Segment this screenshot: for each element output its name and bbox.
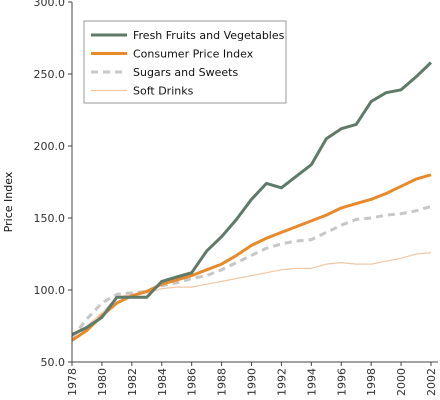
x-tick-label: 2002: [425, 368, 438, 396]
y-tick-label: 50.0: [41, 356, 66, 369]
legend-label: Consumer Price Index: [133, 48, 254, 61]
axes-layer: [71, 2, 438, 363]
series-line-4: [71, 252, 432, 338]
x-tick-label: 1990: [246, 368, 259, 396]
x-tick-label: 1986: [186, 368, 199, 396]
legend-label: Fresh Fruits and Vegetables: [133, 29, 285, 42]
x-tick-label: 1980: [96, 368, 109, 396]
x-tick-label: 1978: [66, 368, 79, 396]
y-axis-title: Price Index: [2, 171, 15, 232]
x-tick-label: 1996: [335, 368, 348, 396]
legend-label: Sugars and Sweets: [133, 66, 238, 79]
x-tick-label: 1992: [275, 368, 288, 396]
x-tick-label: 1998: [365, 368, 378, 396]
series-line-1: [71, 61, 433, 336]
x-tick-label: 1982: [126, 368, 139, 396]
x-tick-label: 1988: [216, 368, 229, 396]
x-tick-label: 1984: [156, 368, 169, 396]
legend: Fresh Fruits and Vegetables Consumer Pric…: [83, 20, 287, 104]
legend-label: Soft Drinks: [133, 85, 194, 98]
x-tick-label: 2000: [395, 368, 408, 396]
y-tick-label: 250.0: [34, 68, 66, 81]
series-line-3: [70, 205, 432, 339]
tick-layer: 50.0 100.0 150.0 200.0 250.0 300.0 1978 1980 198…: [34, 0, 439, 396]
y-tick-label: 150.0: [34, 212, 66, 225]
y-tick-label: 100.0: [34, 284, 66, 297]
x-tick-label: 1994: [305, 368, 318, 396]
y-tick-label: 300.0: [34, 0, 66, 9]
series-layer: [70, 61, 433, 342]
y-tick-label: 200.0: [34, 140, 66, 153]
